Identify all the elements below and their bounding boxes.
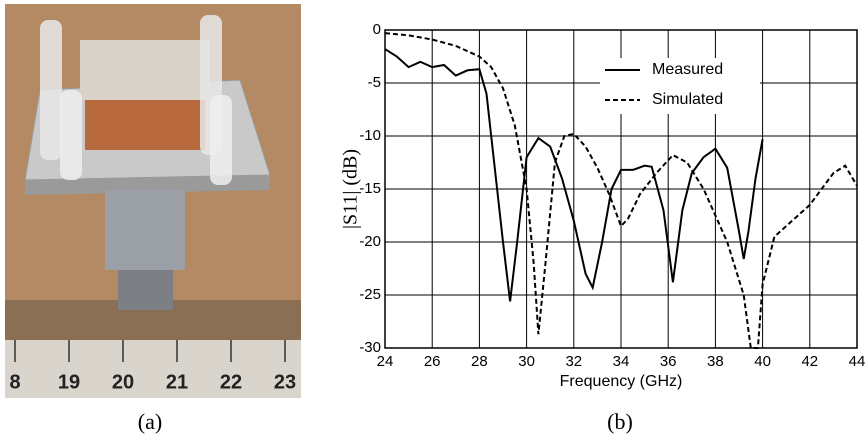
y-tick-label: -10 <box>359 127 381 144</box>
series-line <box>384 48 764 302</box>
plot-frame <box>384 29 858 349</box>
legend-box <box>600 58 760 114</box>
caption: (b) <box>607 409 633 434</box>
y-tick-label: -20 <box>359 233 381 250</box>
ruler-label: 19 <box>58 371 80 393</box>
x-tick-label: 34 <box>613 353 630 370</box>
x-tick-label: 30 <box>518 353 535 370</box>
ruler-label: 20 <box>112 371 134 393</box>
x-axis-label: Frequency (GHz) <box>560 373 683 390</box>
ruler-label: 8 <box>9 371 20 393</box>
photo: 8 19 20 21 22 23 <box>5 4 301 398</box>
y-tick-label: -15 <box>359 180 381 197</box>
ruler-label: 23 <box>274 371 296 393</box>
caption: (a) <box>138 409 162 434</box>
ruler-label: 21 <box>166 371 188 393</box>
y-tick-label: 0 <box>373 21 381 38</box>
x-tick-label: 24 <box>377 353 394 370</box>
x-tick-label: 38 <box>707 353 724 370</box>
y-axis-label: |S11| (dB) <box>340 149 362 229</box>
y-tick-label: -5 <box>368 74 381 91</box>
series-line <box>384 32 858 349</box>
ruler-label: 22 <box>220 371 242 393</box>
x-tick-label: 26 <box>424 353 441 370</box>
ruler: 8 19 20 21 22 23 <box>9 340 296 393</box>
x-tick-label: 28 <box>471 353 488 370</box>
x-tick-label: 32 <box>565 353 582 370</box>
x-tick-label: 40 <box>754 353 771 370</box>
x-tick-label: 42 <box>801 353 818 370</box>
y-tick-label: -25 <box>359 286 381 303</box>
x-tick-label: 36 <box>660 353 677 370</box>
legend-label: Simulated <box>652 91 723 108</box>
x-tick-label: 44 <box>849 353 866 370</box>
y-tick-label: -30 <box>359 339 381 356</box>
legend-label: Measured <box>652 61 723 78</box>
